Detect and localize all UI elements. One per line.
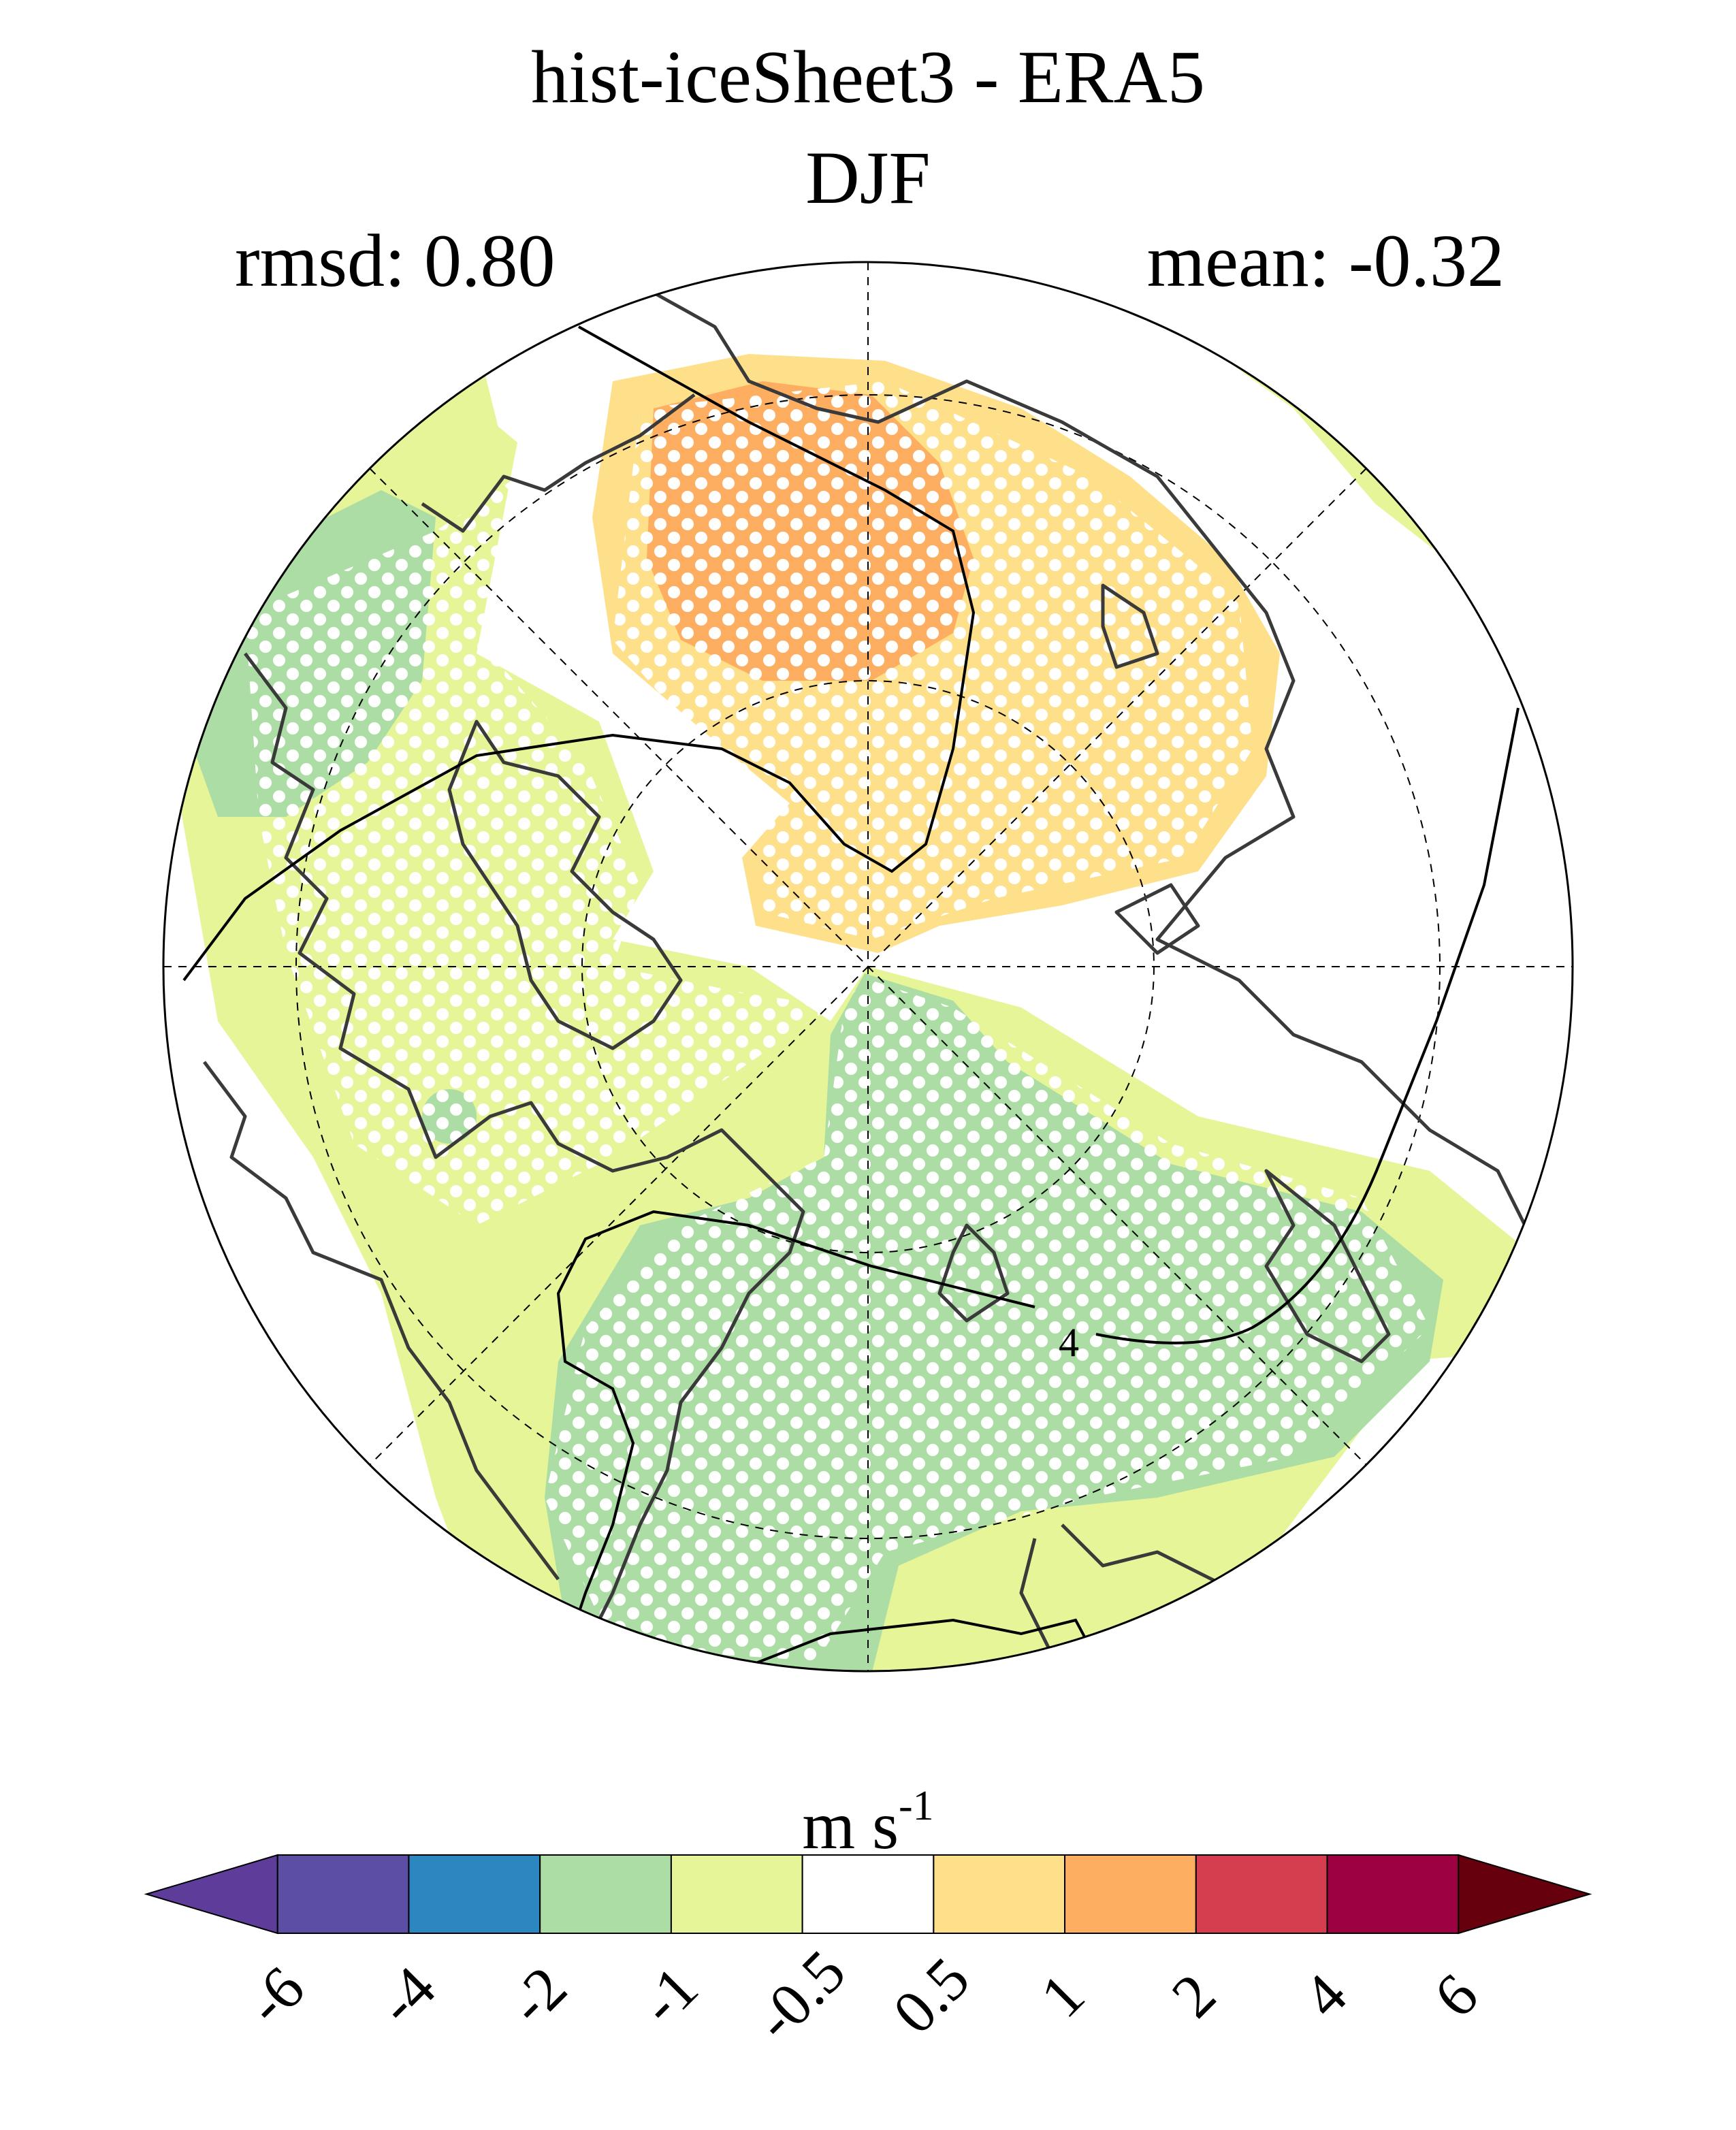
colorbar-tick-label: 6	[1421, 1961, 1491, 2031]
season-label: DJF	[805, 136, 930, 219]
colorbar-unit-main: m s	[802, 1788, 899, 1863]
colorbar-tick-label: -1	[627, 1954, 711, 2037]
colorbar-unit-exponent: -1	[899, 1783, 934, 1829]
colorbar-segment	[933, 1854, 1066, 1934]
mean-label: mean: -0.32	[1147, 219, 1505, 302]
colorbar-unit: m s-1	[802, 1783, 933, 1863]
colorbar-tick-label: -2	[496, 1954, 579, 2037]
graticule	[163, 262, 1573, 1671]
colorbar-tick-label: -4	[365, 1954, 449, 2037]
colorbar-tick-label: -0.5	[742, 1937, 858, 2054]
colorbar-tick-label: 0.5	[880, 1945, 982, 2047]
colorbar-arrow-high	[1458, 1854, 1592, 1935]
map-border	[162, 261, 1574, 1673]
colorbar-tick-label: 4	[1290, 1961, 1360, 2031]
polar-map: 4	[162, 261, 1574, 1673]
plot-title: hist-iceSheet3 - ERA5	[531, 35, 1205, 118]
colorbar-segment	[408, 1854, 541, 1934]
colorbar-segment	[670, 1854, 803, 1934]
colorbar-segment	[1195, 1854, 1328, 1934]
colorbar-tick-label: 1	[1028, 1961, 1097, 2031]
contour-lines	[176, 325, 1520, 1671]
colorbar-segment	[1064, 1854, 1197, 1934]
colorbar-segment	[276, 1854, 410, 1934]
colorbar-tick-label: 2	[1159, 1961, 1229, 2031]
colorbar-tick-label: -6	[234, 1954, 317, 2037]
contour-label: 4	[1059, 1320, 1079, 1365]
colorbar-arrow-low	[144, 1854, 278, 1935]
colorbar-segment	[801, 1854, 935, 1934]
colorbar: -6 -4 -2 -1 -0.5 0.5 1 2 4 6	[144, 1854, 1592, 2054]
coastlines	[203, 291, 1527, 1671]
colorbar-segment	[1326, 1854, 1460, 1934]
rmsd-label: rmsd: 0.80	[235, 219, 556, 302]
colorbar-segment	[539, 1854, 672, 1934]
